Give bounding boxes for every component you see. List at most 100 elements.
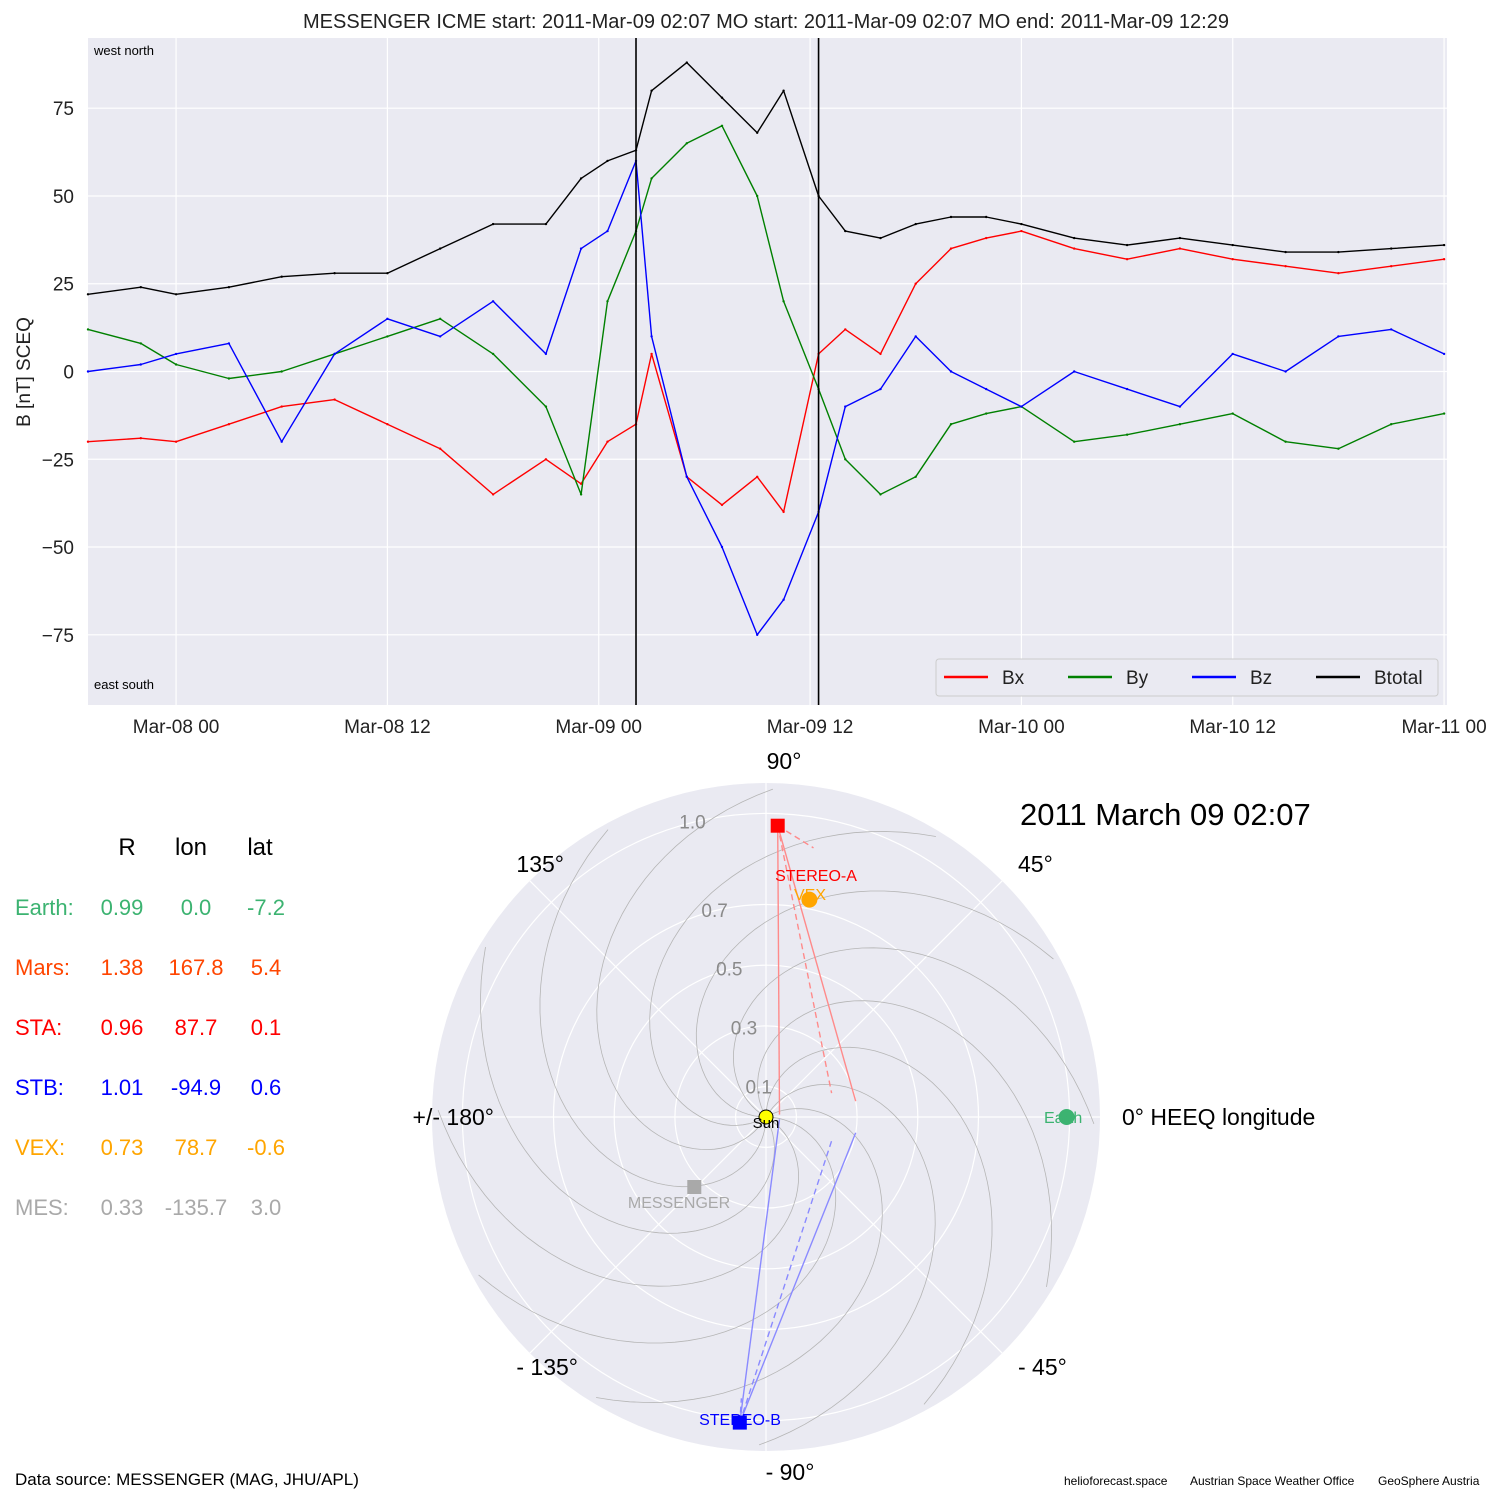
sun-marker [758, 1109, 774, 1125]
data-point-bx [782, 510, 785, 514]
data-point-bx [606, 440, 609, 443]
data-point-bz [685, 475, 688, 478]
data-point-bz [844, 405, 847, 408]
credit-geosphere: GeoSphere Austria [1378, 1474, 1480, 1488]
data-point-bz [914, 335, 917, 338]
angular-grid-line [529, 1116, 767, 1354]
table-cell-lat: 5.4 [251, 955, 282, 980]
messenger-label: MESSENGER [628, 1195, 730, 1212]
credit-asw-office: Austrian Space Weather Office [1190, 1474, 1355, 1488]
data-point-btotal [333, 272, 336, 275]
angle-label: +/- 180° [413, 1104, 494, 1130]
parker-spiral [695, 890, 1054, 1118]
angular-grid-line [765, 1116, 1003, 1354]
data-point-btotal [1442, 243, 1446, 247]
data-point-bz [782, 598, 785, 601]
table-cell-r: 0.33 [101, 1195, 144, 1220]
radial-label: 0.3 [731, 1019, 757, 1040]
data-point-by [650, 177, 653, 180]
radial-labels: 0.1 0.3 0.5 0.7 1.0 [679, 812, 772, 1098]
data-point-by [491, 352, 495, 356]
data-point-btotal [782, 89, 785, 92]
table-header-r: R [118, 834, 135, 861]
data-point-btotal [720, 96, 724, 99]
data-point-by [439, 317, 442, 320]
data-point-by [174, 363, 178, 366]
fov-line [739, 1119, 781, 1423]
radial-label: 1.0 [679, 812, 705, 833]
table-cell-lon: 167.8 [168, 955, 223, 980]
table-cell-name: Earth: [15, 895, 74, 920]
table-cell-name: STA: [15, 1015, 62, 1040]
data-point-bz [1231, 352, 1234, 356]
parker-spiral [765, 1046, 993, 1405]
table-cell-name: STB: [15, 1075, 64, 1100]
parker-spiral [539, 829, 767, 1188]
data-point-bx [1337, 272, 1340, 275]
data-point-btotal [227, 286, 231, 289]
data-point-by [685, 142, 688, 145]
angle-label: 90° [767, 748, 802, 774]
data-point-by [386, 335, 389, 338]
parker-spiral [757, 1000, 1052, 1287]
data-point-bx [386, 423, 389, 426]
table-cell-lon: 0.0 [181, 895, 212, 920]
data-point-by [844, 458, 847, 461]
data-point-bx [650, 352, 653, 356]
data-point-btotal [985, 215, 988, 219]
credit-helioforecast: helioforecast.space [1064, 1474, 1168, 1488]
data-point-by [756, 194, 759, 198]
data-point-bx [1284, 265, 1287, 268]
data-point-bz [650, 335, 653, 338]
event-markers [635, 38, 820, 705]
data-point-bx [174, 440, 178, 443]
data-point-bx [879, 352, 882, 356]
position-table: R lon lat Earth: 0.99 0.0 -7.2 Mars: 1.38 167.… [15, 834, 285, 1220]
data-point-bx [227, 423, 231, 426]
messenger-marker [687, 1180, 702, 1194]
data-point-btotal [280, 275, 283, 278]
table-header-lat: lat [247, 834, 273, 861]
x-tick-label: Mar-10 12 [1189, 717, 1276, 738]
data-point-bx [720, 503, 724, 507]
data-point-bz [1337, 335, 1340, 338]
data-point-bz [439, 335, 442, 338]
data-point-bz [544, 352, 548, 356]
data-point-bx [1390, 265, 1393, 268]
data-point-by [782, 300, 785, 303]
data-point-btotal [544, 222, 548, 226]
angular-grid-line [529, 880, 767, 1118]
data-point-bz [879, 387, 882, 391]
data-point-btotal [1390, 247, 1393, 250]
x-tick-label: Mar-08 00 [133, 717, 220, 738]
y-tick-label: 75 [53, 99, 74, 120]
timeseries-panel: Mar-08 00 Mar-08 12 Mar-09 00 Mar-09 12 Mar-… [14, 11, 1487, 738]
data-point-btotal [650, 89, 653, 92]
legend: Bx By Bz Btotal [935, 658, 1439, 697]
earth-marker [1058, 1109, 1075, 1125]
y-tick-label: −75 [42, 626, 74, 647]
vex-marker [801, 891, 818, 908]
data-point-bx [1231, 258, 1234, 261]
sun-label: Sun [753, 1115, 780, 1132]
data-point-by [139, 342, 142, 345]
data-point-bx [1442, 258, 1446, 261]
x-tick-label: Mar-10 00 [978, 717, 1065, 738]
polar-grid [432, 783, 1100, 1451]
data-point-btotal [1284, 250, 1287, 254]
y-tick-label: 0 [63, 363, 74, 384]
table-cell-name: Mars: [15, 955, 70, 980]
y-tick-labels: −75 −50 −25 0 25 50 75 [42, 99, 74, 647]
y-axis-label: B [nT] SCEQ [14, 317, 35, 427]
data-point-btotal [949, 215, 953, 219]
data-point-bx [1125, 258, 1129, 261]
table-cell-r: 0.73 [101, 1135, 144, 1160]
parker-spiral [437, 1109, 800, 1287]
data-point-bx [985, 236, 988, 240]
angle-label: - 135° [516, 1354, 578, 1380]
angular-grid-line [765, 880, 1003, 1118]
stereo-b-label: STEREO-B [699, 1412, 781, 1429]
data-point-by [1284, 440, 1287, 443]
x-tick-label: Mar-09 12 [767, 717, 854, 738]
data-point-btotal [1337, 250, 1340, 254]
